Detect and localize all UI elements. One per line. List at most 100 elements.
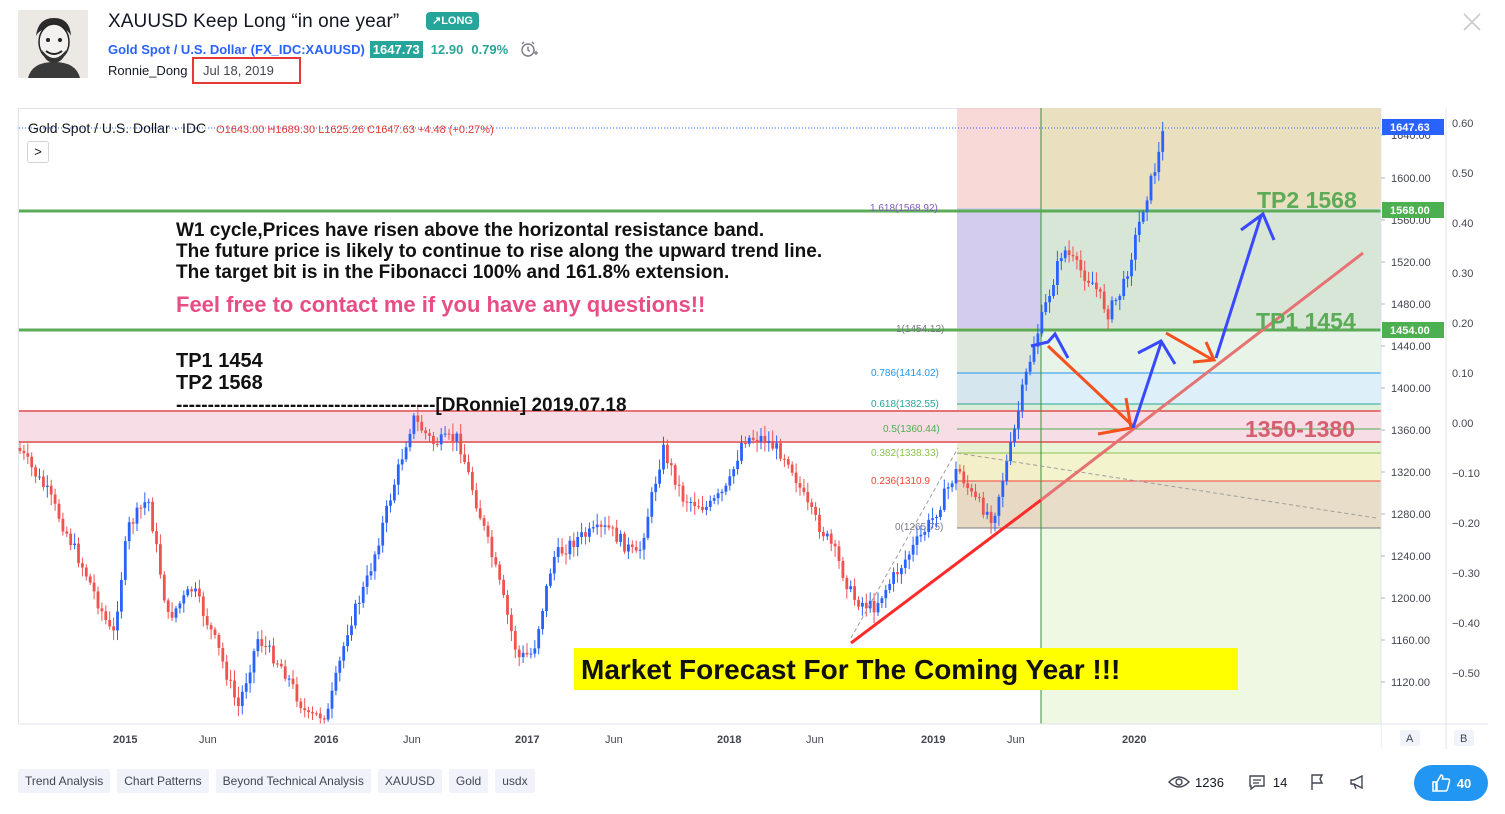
fib-level-label: 0.5(1360.44) [883,424,940,435]
blue-fib-zone [957,208,1041,328]
price-chart[interactable]: 1.618(1568.92) 1(1454.12) 0.786(1414.02) 0.… [18,108,1488,749]
megaphone-icon [1350,774,1364,790]
tag-3[interactable]: XAUUSD [377,769,442,793]
analysis-line-1: W1 cycle,Prices have risen above the hor… [176,220,764,241]
tag-5[interactable]: usdx [495,769,535,793]
candlestick-series [18,121,1165,726]
tp1-chart-label: TP1 1454 [1256,308,1356,334]
comment-icon [1249,775,1265,790]
fib-axis-tick: 0.10 [1452,368,1473,380]
second-scale-label: B [1460,733,1467,745]
tp2-chart-label: TP2 1568 [1257,187,1357,213]
fib-zone-0236-0 [957,481,1381,528]
chart-legend: Gold Spot / U.S. Dollar · IDC O1643.00 H… [28,120,494,136]
flag-button[interactable] [1309,773,1325,791]
price-tick: 1600.00 [1391,173,1431,185]
price-change-percent: 0.79% [471,41,509,57]
signature-note: ----------------------------------------… [176,395,627,416]
contact-note: Feel free to contact me if you have any … [176,292,705,317]
fib-zone-0382-0236 [957,453,1381,481]
fib-axis-tick: 0.40 [1452,218,1473,230]
auto-scale-label: A [1406,733,1414,745]
time-tick: 2018 [717,734,741,746]
time-tick: Jun [605,734,623,746]
publish-date: Jul 18, 2019 [203,63,274,78]
close-icon[interactable] [1460,10,1484,34]
forecast-arrows [1030,211,1276,436]
current-price: 1647.73 [369,40,423,58]
fib-level-label: 0.786(1414.02) [871,368,939,379]
fib-level-label: 1(1454.12) [896,324,944,335]
fib-level-label: 0(1265.75) [895,522,943,533]
alarm-clock-icon[interactable] [520,40,539,58]
fib-level-label: 0.236(1310.9 [871,476,930,487]
analysis-line-3: The target bit is in the Fibonacci 100% … [176,262,729,283]
green-gray-zone [1041,208,1381,330]
tp2-note: TP2 1568 [176,372,263,394]
comments-stat[interactable]: 14 [1248,774,1287,790]
time-tick: Jun [199,734,217,746]
price-tick: 1320.00 [1391,467,1431,479]
green-time-zone [1041,528,1381,724]
price-tick: 1200.00 [1391,593,1431,605]
time-tick: 2016 [314,734,338,746]
fib-axis-ticks: 0.60 0.50 0.40 0.30 0.20 0.10 0.00 −0.10 −0.20 −0… [1452,118,1480,680]
fib-axis-tick: −0.40 [1452,618,1480,630]
price-tick: 1480.00 [1391,299,1431,311]
legend-symbol: Gold Spot / U.S. Dollar · IDC [28,120,207,136]
like-button[interactable]: 40 [1414,765,1488,801]
fib-level-label: 0.618(1382.55) [871,399,939,410]
time-tick: Jun [403,734,421,746]
uptrend-line [850,498,1042,645]
fib-zone-0786-0618 [957,373,1381,404]
analysis-line-2: The future price is likely to continue t… [176,241,822,262]
likes-count: 40 [1456,775,1472,791]
price-tick: 1440.00 [1391,341,1431,353]
uptrend-extension [1040,251,1364,502]
time-axis-ticks: 2015 Jun 2016 Jun 2017 Jun 2018 Jun 2019 Jun 2020 [113,734,1146,746]
price-tick: 1520.00 [1391,257,1431,269]
price-change: 12.90 [430,41,464,57]
price-tag-box [1382,202,1444,218]
forecast-banner [574,648,1238,690]
forecast-text: Market Forecast For The Coming Year !!! [581,654,1120,685]
time-tick: Jun [806,734,824,746]
author-name-link[interactable]: Ronnie_Dong [108,63,188,78]
time-tick: 2015 [113,734,137,746]
tag-2[interactable]: Beyond Technical Analysis [215,769,371,793]
time-axis[interactable] [18,724,1381,749]
author-avatar[interactable] [18,10,88,78]
fib-level-label: 0.382(1338.33) [871,448,939,459]
fib-labels: 1.618(1568.92) 1(1454.12) 0.786(1414.02) 0.… [870,203,944,533]
eye-icon [1168,776,1190,788]
tag-1[interactable]: Chart Patterns [117,769,209,793]
price-tags: 1647.63 1568.00 1454.00 [1382,119,1444,338]
date-highlight-box [192,57,301,84]
tag-4[interactable]: Gold [448,769,489,793]
fib-axis-tick: −0.20 [1452,518,1480,530]
flag-icon [1311,774,1324,790]
fib-axis-tick: 0.20 [1452,318,1473,330]
idea-title: XAUUSD Keep Long “in one year” [108,11,400,32]
price-tick: 1280.00 [1391,509,1431,521]
comments-count: 14 [1272,774,1288,790]
avatar-portrait-icon [18,10,88,78]
symbol-name-link[interactable]: Gold Spot / U.S. Dollar [108,41,247,57]
second-scale-button[interactable] [1454,730,1474,746]
price-tick: 1400.00 [1391,383,1431,395]
price-tag-label: 1647.63 [1390,122,1430,134]
share-button[interactable] [1349,773,1367,791]
time-tick: Jun [1007,734,1025,746]
fib-axis-tick: −0.10 [1452,468,1480,480]
resistance-band [19,411,1381,442]
fib-axis-tick: 0.30 [1452,268,1473,280]
legend-collapse-button[interactable]: > [27,141,49,163]
time-tick: 2017 [515,734,539,746]
symbol-ticker-link[interactable]: (FX_IDC:XAUUSD) [250,41,365,57]
tag-0[interactable]: Trend Analysis [18,769,111,793]
price-tag-box [1382,119,1444,135]
symbol-line: Gold Spot / U.S. Dollar (FX_IDC:XAUUSD) … [108,40,539,58]
auto-scale-button[interactable] [1400,730,1420,746]
price-tick: 1240.00 [1391,551,1431,563]
fib-axis-tick: −0.50 [1452,668,1480,680]
